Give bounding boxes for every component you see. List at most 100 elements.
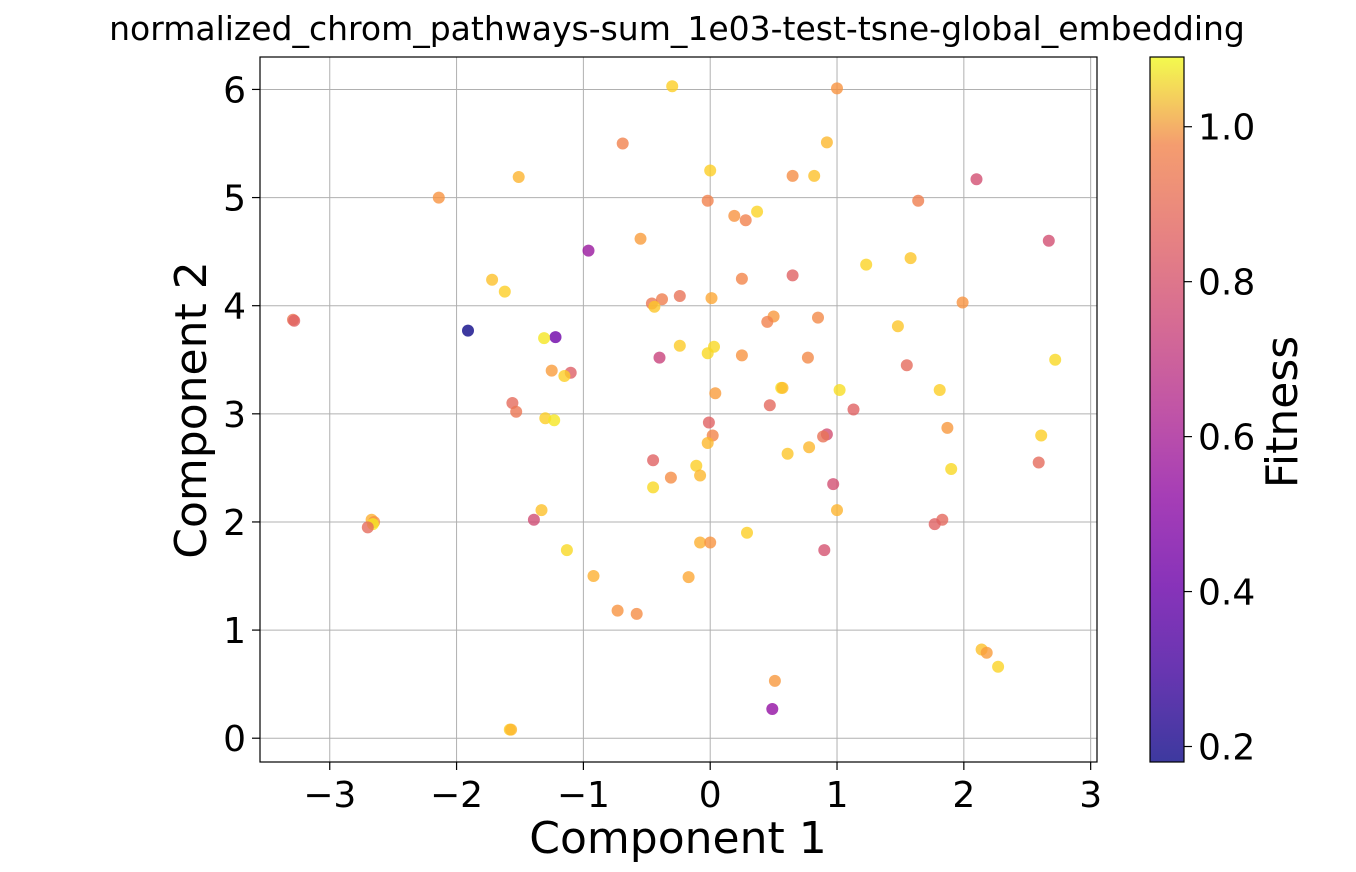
data-point: [634, 232, 647, 245]
data-point: [980, 646, 993, 659]
data-point: [558, 370, 571, 382]
data-point: [673, 290, 686, 302]
data-point: [704, 164, 717, 177]
data-point: [527, 513, 540, 526]
data-point: [900, 359, 913, 372]
data-point: [766, 703, 779, 715]
data-point: [1035, 429, 1048, 442]
y-axis-label: Component 2: [166, 261, 217, 558]
data-point: [827, 478, 840, 491]
colorbar-tick-label: 1.0: [1198, 108, 1255, 149]
data-point: [648, 300, 661, 313]
data-point: [820, 136, 833, 149]
data-point: [786, 169, 799, 182]
data-point: [803, 441, 816, 454]
data-point: [776, 381, 789, 394]
colorbar-tick-label: 0.6: [1198, 418, 1255, 459]
data-point: [741, 526, 753, 539]
grid-layer: [260, 57, 1097, 762]
data-point: [831, 504, 843, 517]
data-point: [560, 544, 573, 557]
plot-area-frame: [259, 56, 1098, 763]
y-axis-ticks: 0 1 2 3 4 5 6: [223, 70, 260, 760]
data-point: [763, 399, 776, 412]
data-point: [647, 481, 660, 494]
data-point: [1042, 234, 1055, 247]
data-point: [941, 421, 954, 434]
data-point: [505, 723, 518, 736]
data-point: [928, 518, 941, 531]
colorbar-ticks: 0.2 0.4 0.6 0.8 1.0: [1184, 108, 1255, 769]
y-tick-label: 4: [223, 287, 246, 328]
data-point: [768, 674, 781, 687]
data-point: [512, 171, 525, 183]
data-point: [647, 454, 660, 467]
data-point: [818, 544, 831, 557]
data-point: [739, 214, 752, 227]
data-point: [786, 269, 799, 282]
data-point: [682, 571, 695, 584]
data-point: [781, 447, 794, 460]
colorbar: [1150, 57, 1184, 762]
x-tick-label: −2: [430, 775, 483, 816]
chart-title: normalized_chrom_pathways-sum_1e03-test-…: [109, 9, 1245, 48]
data-point: [587, 570, 600, 582]
data-point: [831, 82, 843, 95]
data-point: [933, 384, 946, 396]
data-point: [709, 387, 722, 400]
colorbar-tick-label: 0.2: [1198, 728, 1255, 769]
data-point: [812, 311, 824, 324]
data-point: [535, 504, 548, 517]
data-point: [690, 459, 703, 472]
data-point: [462, 324, 474, 337]
x-tick-label: 0: [699, 775, 722, 816]
data-point: [694, 536, 707, 549]
data-point: [833, 384, 846, 396]
data-point: [666, 80, 679, 93]
x-tick-label: −1: [557, 775, 610, 816]
data-point: [945, 463, 958, 475]
data-point: [611, 604, 624, 617]
data-point: [728, 209, 741, 222]
data-point: [545, 364, 558, 377]
data-point: [656, 293, 668, 306]
data-point: [808, 169, 821, 182]
data-point: [1049, 353, 1062, 366]
data-point: [664, 471, 677, 484]
points-layer: [287, 80, 1062, 736]
data-point: [538, 332, 551, 345]
data-point: [630, 607, 643, 620]
data-point: [860, 258, 873, 271]
y-tick-label: 6: [223, 70, 246, 111]
data-point: [694, 469, 707, 482]
data-point: [549, 331, 562, 344]
data-point: [817, 430, 830, 443]
y-tick-label: 1: [223, 611, 246, 652]
x-tick-label: 3: [1079, 775, 1102, 816]
data-point: [891, 320, 904, 333]
data-point: [761, 315, 774, 328]
x-axis-ticks: −3 −2 −1 0 1 2 3: [303, 762, 1102, 816]
x-tick-label: −3: [303, 775, 356, 816]
data-point: [498, 285, 511, 298]
data-point: [735, 349, 748, 362]
data-point: [904, 252, 917, 265]
data-point: [956, 296, 969, 309]
data-point: [912, 194, 925, 207]
data-point: [548, 414, 561, 427]
data-point: [673, 339, 686, 352]
data-point: [701, 194, 714, 207]
data-point: [1032, 456, 1045, 469]
data-point: [361, 521, 374, 534]
colorbar-label: Fitness: [1257, 336, 1308, 488]
data-point: [704, 536, 717, 549]
y-tick-label: 2: [223, 503, 246, 544]
colorbar-frame: [1149, 56, 1185, 763]
data-point: [705, 292, 718, 305]
data-point: [701, 437, 714, 449]
data-point: [432, 191, 445, 204]
y-tick-label: 5: [223, 179, 246, 220]
data-point: [653, 351, 666, 364]
data-point: [992, 660, 1005, 673]
x-tick-label: 2: [952, 775, 975, 816]
